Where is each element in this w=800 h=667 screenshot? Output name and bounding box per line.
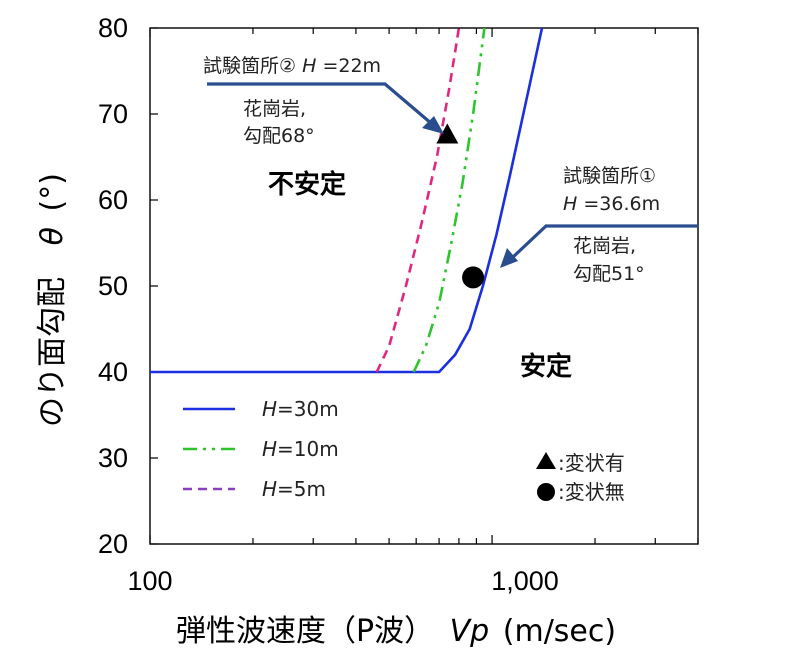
x-axis-title-main: 弾性波速度（P波） [176,614,434,649]
x-minor-ticks [149,28,699,544]
legend-var-h10: H [262,437,277,461]
x-axis-title-var: Vp [450,614,490,649]
legend-label-h10: H=10m [262,437,339,461]
annotation-site2-arrowhead [422,116,444,134]
y-tick-labels: 20 30 40 50 60 70 80 [98,13,128,559]
y-axis-title-var: θ [35,227,70,245]
y-tick-label: 20 [98,529,128,559]
series-line-h30 [150,27,544,374]
x-axis-title-unit: (m/sec) [503,614,616,649]
legend-var-h5: H [262,477,277,501]
y-tick-label: 30 [98,443,128,473]
annotation-site2-var: H [302,55,316,77]
legend-text-h10: =10m [277,437,339,461]
annotation-site1-eq-value: =36.6m [583,193,660,215]
legend-text-h5: =5m [277,477,326,501]
legend-triangle-icon [536,452,556,469]
y-axis-ticks [150,27,158,545]
y-tick-label: 70 [98,99,128,129]
series-line-h10 [412,27,486,373]
annotation-site2-line2: 勾配68° [243,125,315,147]
region-stable-label: 安定 [520,351,572,382]
annotation-site1-line1: 花崗岩, [573,235,636,257]
y-axis-title-main: のり面勾配 [35,277,70,427]
x-axis-title: 弾性波速度（P波） Vp (m/sec) [176,614,616,649]
circle-marker [462,266,485,289]
annotation-site2-title: 試験箇所② H =22m [203,55,381,77]
y-tick-label: 40 [98,357,128,387]
legend-label-not-deformed: :変状無 [558,480,625,504]
annotation-site2-title-b: =22m [322,55,381,77]
legend: H=30m H=10m H=5m :変状有 :変状無 [183,397,625,504]
series-line-h5 [375,27,461,373]
annotation-site1-eq: H =36.6m [563,193,660,215]
x-tick-labels: 100 1,000 [127,566,558,596]
legend-circle-icon [537,483,555,501]
legend-var-h30: H [262,397,277,421]
annotation-site2-line1: 花崗岩, [243,98,306,120]
legend-label-deformed: :変状有 [558,451,625,475]
x-tick-label: 100 [127,566,172,596]
y-tick-label: 80 [98,13,128,43]
legend-label-h30: H=30m [262,397,339,421]
y-tick-label: 50 [98,271,128,301]
annotation-site2-background [198,50,438,78]
annotation-site1-title: 試験箇所① [563,165,656,187]
annotation-site1-line2: 勾配51° [573,263,645,285]
annotation-site1-var: H [563,193,577,215]
y-tick-label: 60 [98,185,128,215]
y-axis-title: のり面勾配 θ (°) [35,173,70,427]
legend-label-h5: H=5m [262,477,326,501]
y-axis-title-unit: (°) [35,173,70,211]
legend-text-h30: =30m [277,397,339,421]
annotation-site1-arrowhead [500,248,518,268]
x-tick-label: 1,000 [491,566,559,596]
triangle-marker [436,123,459,144]
annotation-site2-title-a: 試験箇所② [203,55,296,77]
region-unstable-label: 不安定 [268,169,346,200]
annotation-site2-arrow [207,82,434,126]
annotation-site1-arrow [510,224,698,260]
